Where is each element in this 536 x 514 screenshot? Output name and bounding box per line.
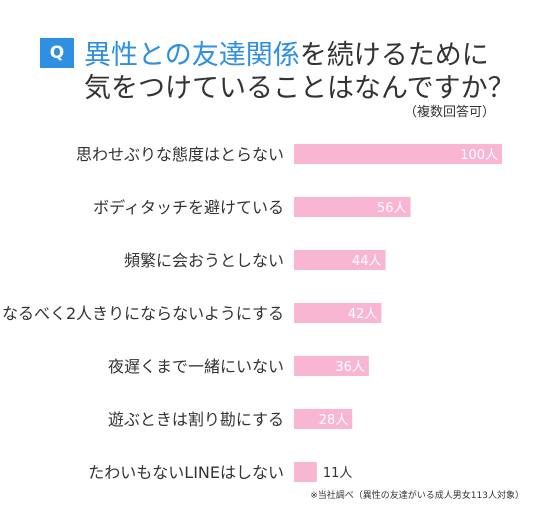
question-title-line1: 異性との友達関係を続けるために bbox=[84, 33, 489, 72]
question-title-line2: 気をつけていることはなんですか？ bbox=[84, 73, 515, 104]
multiple-answer-note: （複数回答可） bbox=[403, 105, 495, 120]
category-label: なるべく2人きりにならないようにする bbox=[2, 304, 284, 323]
value-label: 11人 bbox=[323, 466, 353, 481]
bar bbox=[294, 303, 382, 323]
category-label: 頻繁に会おうとしない bbox=[124, 251, 284, 270]
question-badge: Q bbox=[40, 38, 74, 68]
category-label: 思わせぶりな態度はとらない bbox=[76, 145, 284, 164]
question-title-highlight: 異性との友達関係 bbox=[84, 40, 300, 71]
question-title-rest: を続けるために bbox=[299, 40, 489, 71]
bar bbox=[294, 197, 411, 217]
value-label: 44人 bbox=[352, 254, 382, 269]
value-label: 100人 bbox=[460, 148, 498, 163]
bar bbox=[294, 462, 317, 482]
bar bbox=[294, 144, 502, 164]
category-label: たわいもないLINEはしない bbox=[88, 463, 284, 482]
category-label: 遊ぶときは割り勘にする bbox=[108, 410, 284, 429]
bar bbox=[294, 356, 369, 376]
category-label: 夜遅くまで一緒にいない bbox=[108, 357, 284, 376]
bar bbox=[294, 409, 353, 429]
value-label: 56人 bbox=[377, 201, 407, 216]
survey-footnote: ※当社調べ（異性の友達がいる成人男女113人対象） bbox=[310, 491, 524, 501]
value-label: 36人 bbox=[335, 360, 365, 375]
value-label: 28人 bbox=[319, 413, 349, 428]
value-label: 42人 bbox=[348, 307, 378, 322]
bar bbox=[294, 250, 386, 270]
category-label: ボディタッチを避けている bbox=[93, 198, 284, 217]
